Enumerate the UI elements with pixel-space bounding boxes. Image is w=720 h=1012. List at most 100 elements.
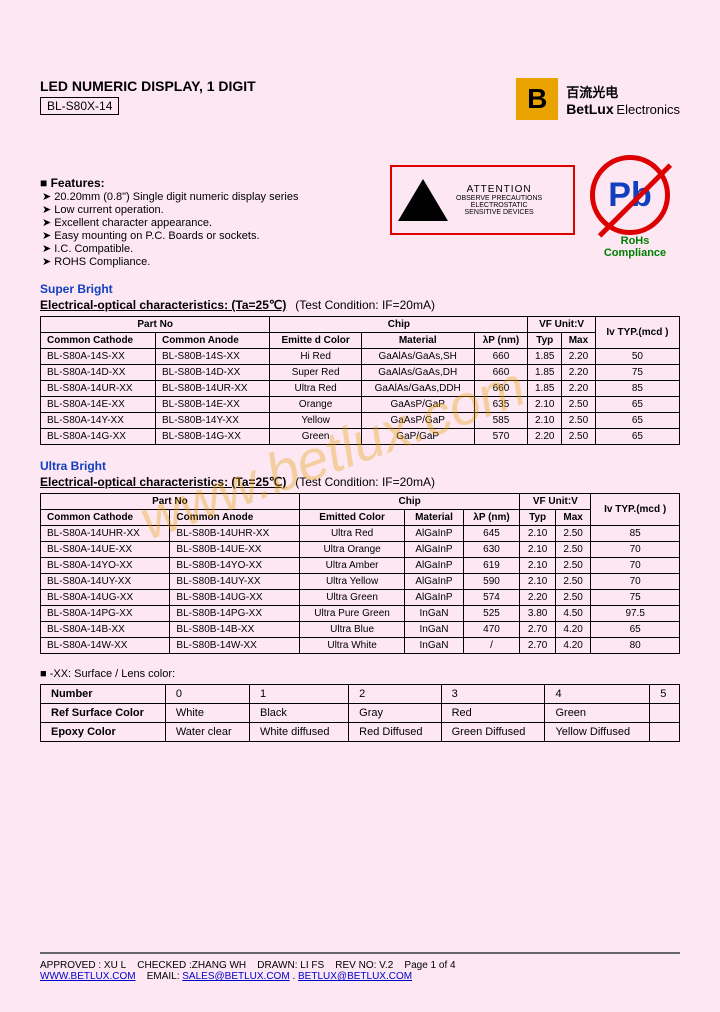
table-cell: 2.70 [520, 622, 555, 638]
lens-cell: Water clear [165, 723, 249, 742]
th-lambda: λP (nm) [463, 510, 520, 526]
table-cell: BL-S80A-14UR-XX [41, 381, 156, 397]
th-iv: Iv TYP.(mcd ) [591, 494, 680, 526]
table-cell: 2.50 [555, 526, 590, 542]
table-cell: 574 [463, 590, 520, 606]
lens-cell: Green [545, 704, 650, 723]
email-link[interactable]: BETLUX@BETLUX.COM [298, 971, 412, 982]
table-cell: 2.10 [520, 526, 555, 542]
table-cell: BL-S80B-14YO-XX [170, 558, 299, 574]
lens-cell: Red Diffused [349, 723, 441, 742]
table-row: BL-S80A-14PG-XXBL-S80B-14PG-XXUltra Pure… [41, 606, 680, 622]
table-cell: GaAlAs/GaAs,SH [361, 349, 474, 365]
lens-cell [650, 723, 680, 742]
table-cell: BL-S80B-14UG-XX [170, 590, 299, 606]
th-max: Max [562, 333, 596, 349]
table-cell: 80 [591, 638, 680, 654]
table-row: BL-S80A-14UR-XXBL-S80B-14UR-XXUltra RedG… [41, 381, 680, 397]
attention-line: OBSERVE PRECAUTIONS [456, 195, 542, 202]
badges-area: ATTENTION OBSERVE PRECAUTIONS ELECTROSTA… [390, 155, 680, 245]
table-cell: BL-S80A-14Y-XX [41, 413, 156, 429]
table-cell: GaAsP/GaP [361, 397, 474, 413]
lens-cell: Gray [349, 704, 441, 723]
lens-header-cell: Number [41, 685, 166, 704]
table-row: BL-S80A-14S-XXBL-S80B-14S-XXHi RedGaAlAs… [41, 349, 680, 365]
table-cell: 75 [591, 590, 680, 606]
table-cell: 585 [474, 413, 528, 429]
table-cell: 65 [595, 413, 679, 429]
table-cell: BL-S80B-14PG-XX [170, 606, 299, 622]
table-row: Ref Surface ColorWhiteBlackGrayRedGreen [41, 704, 680, 723]
table-cell: BL-S80B-14UY-XX [170, 574, 299, 590]
th-max: Max [555, 510, 590, 526]
th-cathode: Common Cathode [41, 510, 170, 526]
table-row: BL-S80A-14UY-XXBL-S80B-14UY-XXUltra Yell… [41, 574, 680, 590]
drawn-by: DRAWN: LI FS [257, 960, 324, 971]
th-typ: Typ [520, 510, 555, 526]
email-link[interactable]: SALES@BETLUX.COM [182, 971, 289, 982]
table-cell: BL-S80B-14W-XX [170, 638, 299, 654]
table-cell: 65 [595, 429, 679, 445]
table-cell: 590 [463, 574, 520, 590]
rohs-label: RoHs Compliance [590, 235, 680, 259]
approved-by: APPROVED : XU L [40, 960, 126, 971]
table-cell: 1.85 [528, 381, 562, 397]
lens-color-title: -XX: Surface / Lens color: [40, 668, 680, 680]
attention-title: ATTENTION [456, 184, 542, 195]
table-cell: 97.5 [591, 606, 680, 622]
th-anode: Common Anode [170, 510, 299, 526]
table-cell: 85 [595, 381, 679, 397]
checked-by: CHECKED :ZHANG WH [137, 960, 246, 971]
table-cell: 70 [591, 558, 680, 574]
esd-triangle-icon [398, 179, 448, 221]
th-partno: Part No [41, 317, 270, 333]
table-cell: Green [270, 429, 362, 445]
table-cell: Ultra Red [299, 526, 404, 542]
table-cell: 660 [474, 349, 528, 365]
company-suffix: Electronics [616, 102, 680, 117]
table-cell: BL-S80B-14D-XX [155, 365, 269, 381]
table-cell: 70 [591, 542, 680, 558]
th-anode: Common Anode [155, 333, 269, 349]
pb-free-badge: Pb RoHs Compliance [590, 155, 680, 245]
th-emitted: Emitte d Color [270, 333, 362, 349]
table-cell: 630 [463, 542, 520, 558]
table-cell: AlGaInP [405, 574, 463, 590]
table-row: BL-S80A-14D-XXBL-S80B-14D-XXSuper RedGaA… [41, 365, 680, 381]
website-link[interactable]: WWW.BETLUX.COM [40, 971, 136, 982]
characteristics-title: Electrical-optical characteristics: (Ta=… [40, 298, 286, 312]
attention-line: ELECTROSTATIC [456, 202, 542, 209]
th-chip: Chip [299, 494, 520, 510]
lens-cell: Ref Surface Color [41, 704, 166, 723]
table-cell: BL-S80A-14UG-XX [41, 590, 170, 606]
table-cell: BL-S80A-14W-XX [41, 638, 170, 654]
ultrabright-title: Ultra Bright [40, 459, 680, 473]
table-cell: 2.10 [520, 542, 555, 558]
table-cell: BL-S80A-14UHR-XX [41, 526, 170, 542]
table-cell: BL-S80B-14B-XX [170, 622, 299, 638]
table-cell: GaAsP/GaP [361, 413, 474, 429]
table-cell: Ultra Orange [299, 542, 404, 558]
table-cell: 1.85 [528, 365, 562, 381]
superbright-title: Super Bright [40, 282, 680, 296]
table-cell: 2.20 [520, 590, 555, 606]
th-emitted: Emitted Color [299, 510, 404, 526]
table-cell: Super Red [270, 365, 362, 381]
lens-cell: Yellow Diffused [545, 723, 650, 742]
table-cell: 2.50 [555, 574, 590, 590]
table-cell: AlGaInP [405, 526, 463, 542]
table-cell: Ultra Green [299, 590, 404, 606]
table-cell: 85 [591, 526, 680, 542]
model-number: BL-S80X-14 [40, 97, 119, 115]
table-cell: 660 [474, 381, 528, 397]
table-cell: 2.10 [520, 574, 555, 590]
table-cell: BL-S80B-14S-XX [155, 349, 269, 365]
table-cell: BL-S80A-14E-XX [41, 397, 156, 413]
table-cell: Hi Red [270, 349, 362, 365]
lens-header-cell: 2 [349, 685, 441, 704]
table-cell: 2.50 [555, 542, 590, 558]
table-cell: 65 [595, 397, 679, 413]
table-row: BL-S80A-14UG-XXBL-S80B-14UG-XXUltra Gree… [41, 590, 680, 606]
superbright-table: Part No Chip VF Unit:V Iv TYP.(mcd ) Com… [40, 316, 680, 445]
th-vf: VF Unit:V [520, 494, 591, 510]
